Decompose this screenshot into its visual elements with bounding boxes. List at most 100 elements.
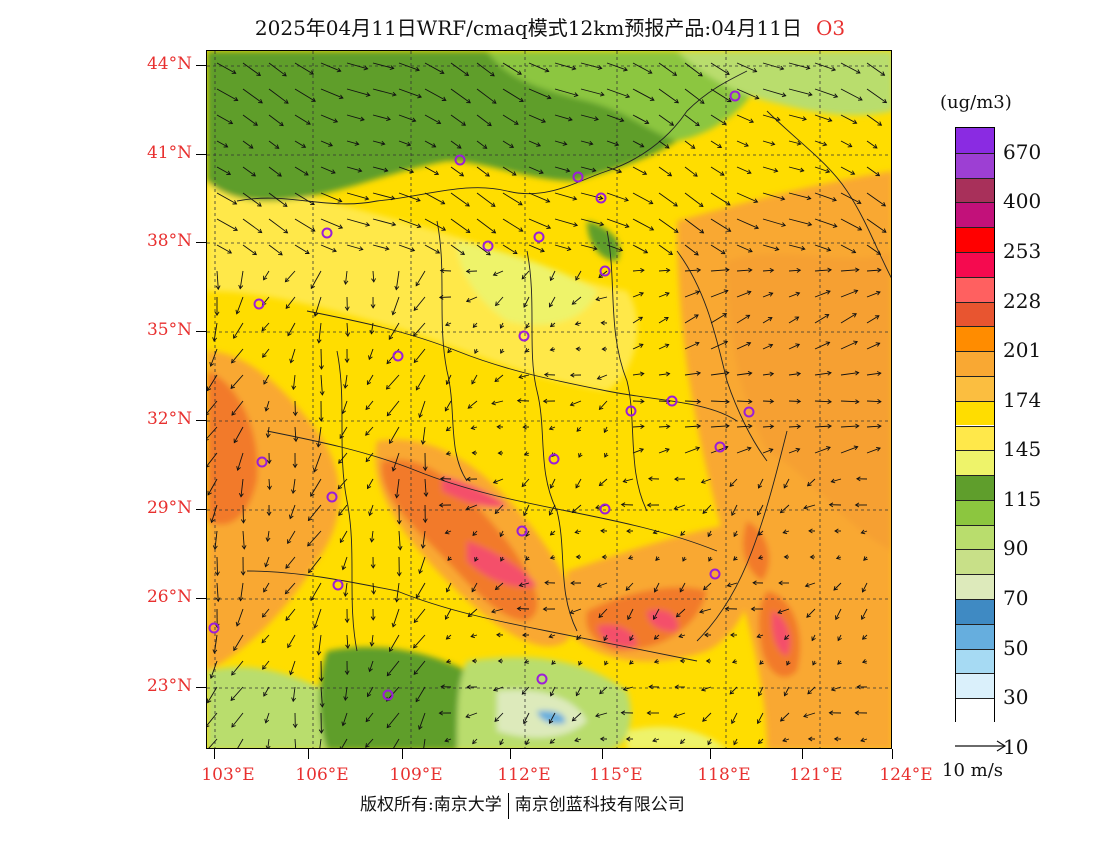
wind-vector: [710, 62, 730, 75]
wind-vector: [450, 166, 464, 177]
wind-vector: [424, 140, 436, 148]
wind-vector: [345, 270, 348, 285]
wind-vector-head: [731, 511, 736, 516]
wind-vector-head: [223, 143, 229, 148]
wind-vector-head: [267, 485, 272, 491]
wind-vector: [528, 140, 541, 147]
wind-vector: [678, 634, 686, 638]
wind-vector: [550, 738, 556, 744]
wind-vector-head: [391, 622, 397, 628]
wind-vector: [424, 114, 441, 124]
wind-vector-head: [857, 96, 863, 101]
wind-vector: [736, 192, 758, 203]
wind-vector-head: [756, 633, 762, 639]
wind-vector-head: [263, 379, 268, 385]
wind-vector-head: [338, 459, 343, 464]
wind-vector: [372, 114, 391, 120]
wind-vector-head: [290, 489, 296, 495]
wind-vector-head: [783, 691, 789, 697]
city-station-marker: [332, 579, 344, 591]
wind-vector-head: [549, 322, 555, 328]
ozone-concentration-field: [207, 51, 891, 748]
wind-vector: [840, 140, 852, 147]
wind-vector: [840, 400, 859, 403]
colorbar-segment: [956, 375, 994, 401]
wind-vector-head: [416, 197, 421, 202]
colorbar-level-label: 115: [1003, 486, 1042, 511]
wind-vector: [703, 582, 712, 591]
longitude-tick: [710, 749, 711, 759]
longitude-label: 112°E: [497, 765, 551, 785]
colorbar-segment: [956, 623, 994, 649]
wind-vector-head: [215, 597, 221, 603]
wind-vector: [262, 348, 270, 358]
wind-vector: [398, 166, 414, 173]
wind-vector: [840, 114, 857, 124]
wind-vector: [344, 686, 348, 701]
wind-vector-head: [832, 197, 837, 202]
wind-vector: [476, 62, 495, 77]
wind-vector: [652, 738, 660, 742]
wind-vector: [595, 296, 608, 301]
wind-vector-head: [830, 478, 836, 484]
wind-vector: [549, 504, 556, 516]
wind-vector-head: [827, 267, 832, 273]
wind-vector: [814, 62, 836, 71]
wind-vector: [572, 504, 582, 513]
wind-vector: [780, 712, 790, 722]
wind-vector: [580, 244, 597, 250]
wind-vector-head: [499, 532, 504, 538]
wind-vector: [267, 530, 270, 542]
wind-vector-head: [394, 493, 400, 499]
wind-vector-head: [487, 121, 492, 127]
wind-vector-head: [855, 423, 860, 429]
wind-vector-head: [445, 380, 451, 385]
wind-vector-head: [413, 618, 419, 624]
wind-vector-head: [639, 143, 645, 148]
wind-vector: [866, 140, 878, 149]
colorbar-level-label: 670: [1003, 139, 1042, 164]
wind-vector-head: [769, 424, 775, 429]
wind-vector-head: [435, 249, 441, 254]
wind-vector-head: [240, 519, 246, 524]
wind-vector-head: [307, 516, 313, 522]
wind-vector-head: [598, 613, 604, 619]
wind-vector-head: [796, 267, 802, 273]
wind-vector-head: [795, 343, 801, 348]
wind-vector: [470, 634, 478, 638]
wind-vector-head: [860, 737, 866, 743]
wind-vector: [701, 478, 712, 483]
wind-vector-head: [571, 508, 577, 514]
wind-vector-head: [439, 268, 445, 274]
wind-vector: [757, 634, 764, 638]
wind-vector: [413, 348, 426, 363]
wind-vector-head: [207, 438, 209, 441]
wind-vector-head: [207, 698, 212, 704]
wind-vector: [320, 62, 341, 72]
wind-vector: [840, 62, 861, 74]
wind-vector: [471, 374, 478, 385]
wind-vector: [207, 712, 218, 727]
wind-vector-head: [604, 452, 609, 458]
wind-vector: [472, 738, 478, 744]
wind-vector: [684, 314, 699, 324]
wind-vector: [207, 426, 218, 439]
wind-vector: [606, 114, 624, 122]
footer-divider: [507, 792, 509, 819]
wind-vector: [307, 530, 322, 547]
wind-vector-head: [548, 633, 554, 639]
wind-vector-head: [780, 195, 786, 201]
wind-vector-head: [235, 309, 241, 315]
wind-vector: [684, 372, 701, 376]
wind-vector: [413, 634, 426, 649]
wind-vector-head: [341, 409, 346, 415]
wind-vector-head: [730, 632, 735, 638]
wind-vector-head: [724, 606, 730, 612]
wind-vector: [658, 344, 669, 350]
colorbar-level-label: 145: [1003, 437, 1042, 462]
wind-vector: [598, 608, 608, 618]
wind-vector-head: [410, 247, 416, 252]
wind-vector-head: [700, 479, 706, 484]
wind-vector: [840, 244, 856, 253]
wind-vector-head: [595, 712, 600, 718]
